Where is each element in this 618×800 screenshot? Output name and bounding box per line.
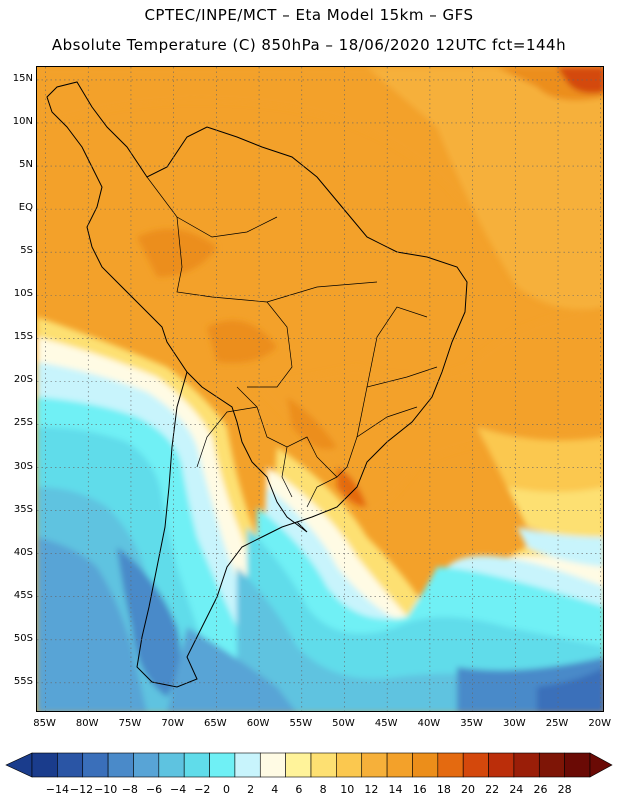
colorbar-label: 20 <box>461 783 475 796</box>
lat-label: 50S <box>13 632 33 644</box>
map-gridlines <box>37 67 603 711</box>
lon-label: 65W <box>204 718 227 729</box>
colorbar-segment <box>564 752 591 778</box>
colorbar-segment <box>107 752 134 778</box>
lat-label: 15N <box>12 72 33 84</box>
temperature-field <box>37 67 603 711</box>
colorbar-segment <box>285 752 312 778</box>
colorbar-label: 14 <box>388 783 403 796</box>
lat-label: 5N <box>19 159 33 171</box>
lat-label: 15S <box>13 331 33 343</box>
south-america-south-coastline <box>136 371 298 688</box>
colorbar-segment <box>234 752 261 778</box>
colorbar-label: 16 <box>412 783 427 796</box>
lon-label: 45W <box>374 718 398 729</box>
colorbar-segment <box>361 752 388 778</box>
temperature-colorbar <box>5 752 613 778</box>
colorbar-label: −12 <box>69 783 94 796</box>
colorbar-label: 12 <box>364 783 379 796</box>
lat-label: 35S <box>13 503 33 515</box>
colorbar-segment <box>488 752 515 778</box>
lat-label: 10N <box>12 115 33 127</box>
colorbar-label: −4 <box>170 783 187 796</box>
colorbar-segment <box>513 752 540 778</box>
colorbar-segment <box>437 752 464 778</box>
colorbar-label: 28 <box>557 783 572 796</box>
lon-label: 70W <box>161 718 184 729</box>
colorbar-segment <box>158 752 185 778</box>
colorbar-label: 6 <box>295 783 303 796</box>
map-title-line-2: Absolute Temperature (C) 850hPa – 18/06/… <box>51 36 567 54</box>
colorbar-label: −14 <box>45 783 69 796</box>
lat-label: 40S <box>13 546 33 558</box>
colorbar-segment <box>259 752 286 778</box>
colorbar-label: 8 <box>319 783 327 796</box>
lat-label: 20S <box>13 374 33 386</box>
lat-label: 25S <box>13 417 33 429</box>
colorbar-under-arrow <box>5 752 33 778</box>
colorbar-segment <box>412 752 439 778</box>
lon-label: 85W <box>33 718 56 729</box>
lon-label: 75W <box>118 718 142 729</box>
colorbar-segment <box>57 752 84 778</box>
colorbar-label: 10 <box>340 783 355 796</box>
colorbar-segment <box>386 752 413 778</box>
lat-label: EQ <box>18 202 33 214</box>
lon-label: 20W <box>588 718 612 729</box>
colorbar-label: 0 <box>222 783 230 796</box>
colorbar-segment <box>82 752 109 778</box>
south-america-north-coastline <box>46 81 468 533</box>
colorbar-over-arrow <box>589 752 613 778</box>
lon-label: 35W <box>460 718 483 729</box>
colorbar-segment <box>462 752 489 778</box>
lon-label: 55W <box>289 718 313 729</box>
colorbar-label: 18 <box>436 783 451 796</box>
colorbar-segment <box>538 752 565 778</box>
lon-label: 50W <box>332 718 355 729</box>
lon-label: 25W <box>545 718 569 729</box>
lat-label: 30S <box>13 460 33 472</box>
colorbar-segment <box>133 752 160 778</box>
colorbar-label: 26 <box>533 783 548 796</box>
colorbar-segment <box>336 752 363 778</box>
lat-label: 10S <box>13 288 33 300</box>
colorbar-segment <box>209 752 236 778</box>
colorbar-segment <box>310 752 337 778</box>
temperature-map <box>36 66 604 712</box>
colorbar-label: −6 <box>145 783 163 796</box>
colorbar-label: −2 <box>194 783 211 796</box>
colorbar-segment <box>183 752 210 778</box>
colorbar-label: −10 <box>94 783 118 796</box>
colorbar-label: −8 <box>121 783 138 796</box>
lon-label: 40W <box>417 718 441 729</box>
colorbar-label: 22 <box>485 783 500 796</box>
map-canvas <box>37 67 603 711</box>
lat-label: 45S <box>13 589 33 601</box>
lon-label: 80W <box>75 718 99 729</box>
colorbar-label: 2 <box>247 783 255 796</box>
lat-label: 5S <box>20 245 33 257</box>
map-title-line-1: CPTEC/INPE/MCT – Eta Model 15km – GFS <box>144 6 474 24</box>
lat-label: 55S <box>13 675 33 687</box>
lon-label: 30W <box>503 718 526 729</box>
colorbar-label: 4 <box>271 783 279 796</box>
lon-label: 60W <box>246 718 270 729</box>
colorbar-segment <box>31 752 58 778</box>
country-borders <box>146 176 438 508</box>
colorbar-label: 24 <box>509 783 524 796</box>
